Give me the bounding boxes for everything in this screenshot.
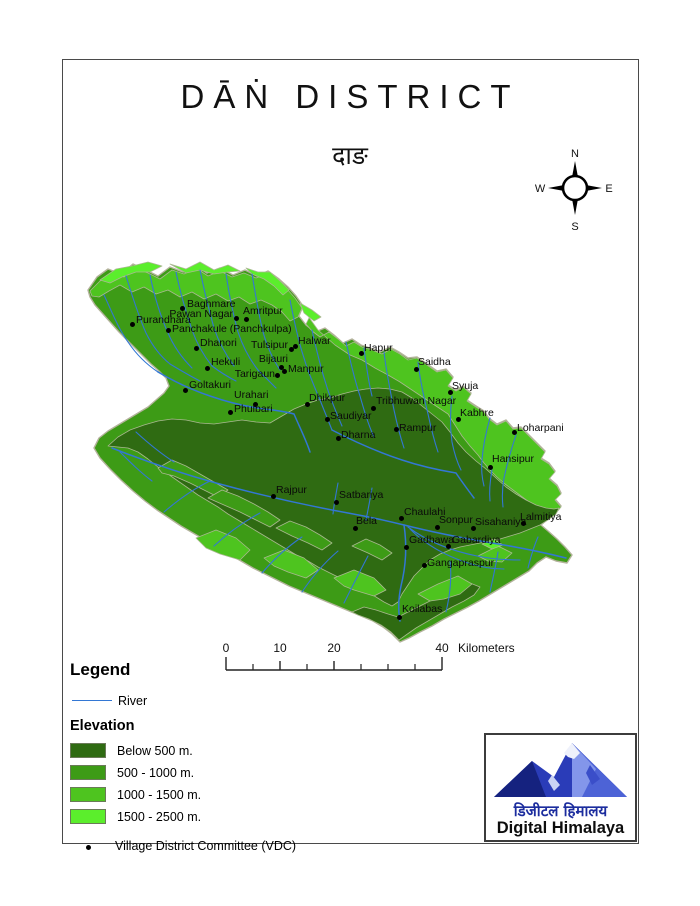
compass-label-s: S	[571, 221, 578, 233]
elevation-legend-row: 500 - 1000 m.	[70, 764, 330, 786]
vdc-legend-label: Village District Committee (VDC)	[115, 839, 297, 853]
river-label: River	[118, 694, 148, 708]
compass-label-w: W	[535, 183, 546, 195]
elevation-swatch	[70, 765, 106, 780]
compass-label-e: E	[605, 183, 612, 195]
rivers	[103, 269, 567, 622]
logo-text-devanagari: डिजीटल हिमालय	[513, 802, 608, 820]
south-ridge-patch	[195, 529, 251, 561]
elevation-1000-1500-northeast	[302, 306, 562, 518]
legend: Legend River Elevation Below 500 m. 500 -…	[70, 660, 330, 858]
elevation-swatch	[70, 809, 106, 824]
compass-label-n: N	[571, 148, 579, 160]
north-arrow: N S W E	[535, 148, 613, 233]
scale-bar: 0 10 20 40 Kilometers	[223, 641, 515, 671]
elevation-polygons	[87, 261, 573, 643]
scale-label-20: 20	[327, 641, 341, 655]
elevation-swatch	[70, 743, 106, 758]
elevation-below-500-valley	[107, 387, 560, 607]
logo-text-english: Digital Himalaya	[496, 819, 625, 837]
mountain-logo-image	[494, 743, 627, 797]
river-line-swatch	[72, 700, 112, 701]
scale-label-0: 0	[223, 641, 230, 655]
elevation-legend-row: Below 500 m.	[70, 742, 330, 764]
elevation-label: 1000 - 1500 m.	[117, 788, 202, 802]
sheet-border	[62, 59, 639, 844]
scale-label-10: 10	[273, 641, 287, 655]
elevation-legend-row: 1000 - 1500 m.	[70, 786, 330, 808]
scale-unit: Kilometers	[458, 641, 515, 655]
elevation-legend-rows: Below 500 m. 500 - 1000 m. 1000 - 1500 m. 1…	[70, 742, 330, 830]
elevation-label: 500 - 1000 m.	[117, 766, 195, 780]
elevation-1000-1500-north-band	[89, 267, 303, 322]
map-title-devanagari: दाङ	[332, 141, 368, 170]
scale-label-40: 40	[435, 641, 449, 655]
elevation-swatch	[70, 787, 106, 802]
elevation-1500-2500	[99, 261, 163, 284]
elevation-heading: Elevation	[70, 718, 135, 734]
legend-heading: Legend	[70, 660, 131, 679]
digital-himalaya-logo: डिजीटल हिमालय Digital Himalaya	[484, 733, 637, 842]
compass-circle	[561, 174, 589, 202]
elevation-label: Below 500 m.	[117, 744, 193, 758]
legend-vdc-row: Village District Committee (VDC)	[70, 838, 330, 858]
elevation-label: 1500 - 2500 m.	[117, 810, 202, 824]
legend-river-row: River	[70, 692, 330, 710]
elevation-legend-row: 1500 - 2500 m.	[70, 808, 330, 830]
map-title: DĀṄ DISTRICT	[180, 78, 520, 115]
vdc-dot-swatch	[86, 845, 91, 850]
